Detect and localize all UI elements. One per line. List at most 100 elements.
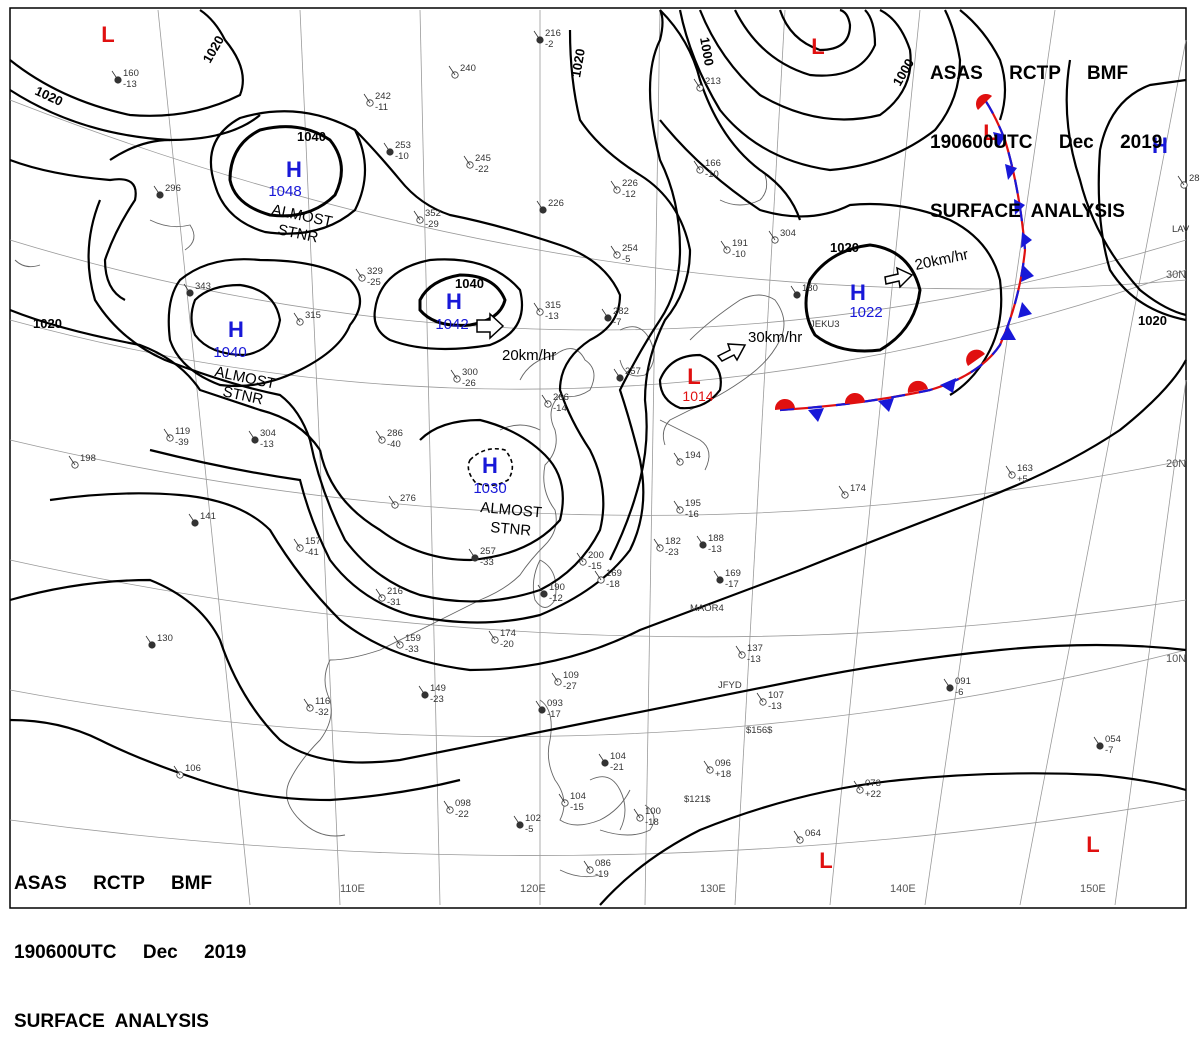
high-center-value: 1042 — [435, 316, 468, 333]
station-tendency: -17 — [547, 709, 561, 720]
station-pressure: 190 — [549, 582, 565, 593]
wind-barb-icon — [703, 760, 711, 771]
station-plot: 266-14 — [541, 392, 569, 414]
wind-barb-icon — [293, 312, 301, 323]
station-pressure: 329 — [367, 266, 383, 277]
station-plot: 276 — [388, 493, 416, 509]
station-pressure: 159 — [405, 633, 421, 644]
station-plot: 282-7 — [601, 306, 629, 328]
high-center: H — [482, 453, 498, 478]
station-plot: 064 — [793, 828, 821, 844]
lon-label: 110E — [340, 883, 365, 895]
wind-barb-icon — [303, 698, 311, 709]
station-pressure: 064 — [805, 828, 821, 839]
grid-labels: 110E 120E 130E 140E 150E 30N 20N 10N — [340, 269, 1186, 895]
station-pressure: 109 — [563, 670, 579, 681]
station-pressure: 166 — [705, 158, 721, 169]
station-plot: 343 — [183, 281, 211, 297]
wind-barb-icon — [673, 500, 681, 511]
station-tendency: -13 — [708, 544, 722, 555]
wind-barb-icon — [696, 535, 704, 546]
wind-barb-icon — [536, 200, 544, 211]
wind-barb-icon — [1177, 175, 1185, 186]
wind-barb-icon — [735, 645, 743, 656]
station-tendency: +18 — [715, 769, 731, 780]
wind-barb-icon — [355, 268, 363, 279]
station-pressure: 257 — [625, 366, 641, 377]
station-pressure: 102 — [525, 813, 541, 824]
station-pressure: 315 — [305, 310, 321, 321]
station-pressure: 226 — [548, 198, 564, 209]
wind-barb-icon — [610, 245, 618, 256]
station-pressure: 093 — [547, 698, 563, 709]
low-center: L — [819, 848, 832, 873]
station-pressure: 086 — [595, 858, 611, 869]
station-plot: 116-32 — [303, 696, 330, 718]
graticule-parallels — [9, 99, 1187, 856]
station-plot: 242-11 — [363, 91, 391, 113]
station-tendency: -13 — [123, 79, 137, 90]
pressure-centers: H 1048 H 1040 H 1042 H 1030 H 1022 H L 1… — [101, 22, 1168, 873]
station-pressure: 286 — [387, 428, 403, 439]
station-plot: 107-13 — [756, 690, 784, 712]
station-tendency: -7 — [613, 317, 621, 328]
header-line-2: 190600UTC Dec 2019 — [14, 942, 247, 963]
station-tendency: -18 — [645, 817, 659, 828]
station-tendency: -6 — [955, 687, 963, 698]
high-center: H — [228, 317, 244, 342]
station-tendency: -15 — [570, 802, 584, 813]
station-tendency: -39 — [175, 437, 189, 448]
station-plot: 119-39 — [163, 426, 190, 448]
station-plot: 188-13 — [696, 533, 724, 555]
station-pressure: 054 — [1105, 734, 1121, 745]
station-tendency: -25 — [367, 277, 381, 288]
station-plot: 329-25 — [355, 266, 383, 288]
wind-barb-icon — [583, 860, 591, 871]
status-text: STNR — [490, 519, 532, 540]
station-pressure: 300 — [462, 367, 478, 378]
wind-barb-icon — [513, 815, 521, 826]
wind-barb-icon — [173, 765, 181, 776]
low-center: L — [983, 120, 996, 145]
station-pressure: 104 — [610, 751, 626, 762]
station-pressure: 149 — [430, 683, 446, 694]
station-tendency: -19 — [595, 869, 609, 880]
wind-barb-icon — [790, 285, 798, 296]
station-plot: 109-27 — [551, 670, 579, 692]
station-pressure: 141 — [200, 511, 216, 522]
lat-label: 30N — [1166, 269, 1186, 281]
wind-barb-icon — [613, 368, 621, 379]
station-plot: 169-17 — [713, 568, 741, 590]
front-cold-symbols — [808, 132, 1034, 422]
station-tendency: -10 — [395, 151, 409, 162]
station-pressure: 182 — [665, 536, 681, 547]
chart-frame — [9, 7, 1187, 909]
wind-barb-icon — [153, 185, 161, 196]
station-tendency: -23 — [430, 694, 444, 705]
wind-barb-icon — [576, 552, 584, 563]
header-line-3: SURFACE ANALYSIS — [930, 201, 1125, 222]
station-pressure: 315 — [545, 300, 561, 311]
station-plot: 160-13 — [111, 68, 139, 90]
wind-barb-icon — [443, 800, 451, 811]
wind-barb-icon — [188, 513, 196, 524]
station-pressure: 073 — [865, 778, 881, 789]
station-pressure: 276 — [400, 493, 416, 504]
lat-label: 10N — [1166, 653, 1186, 665]
wind-barb-icon — [383, 142, 391, 153]
wind-barb-icon — [163, 428, 171, 439]
wind-barb-icon — [533, 302, 541, 313]
wind-barb-icon — [363, 93, 371, 104]
station-plot: 296 — [153, 183, 181, 199]
wind-barb-icon — [853, 780, 861, 791]
station-plot: 195-16 — [673, 498, 701, 520]
wind-barb-icon — [393, 635, 401, 646]
station-pressure: 245 — [475, 153, 491, 164]
station-tendency: -5 — [525, 824, 533, 835]
lon-label: 120E — [520, 883, 546, 895]
station-plot: 286-40 — [375, 428, 403, 450]
status-text: ALMOST — [480, 499, 543, 521]
station-plot: 100-18 — [633, 806, 661, 828]
wind-barb-icon — [598, 753, 606, 764]
low-center: L — [811, 34, 824, 59]
